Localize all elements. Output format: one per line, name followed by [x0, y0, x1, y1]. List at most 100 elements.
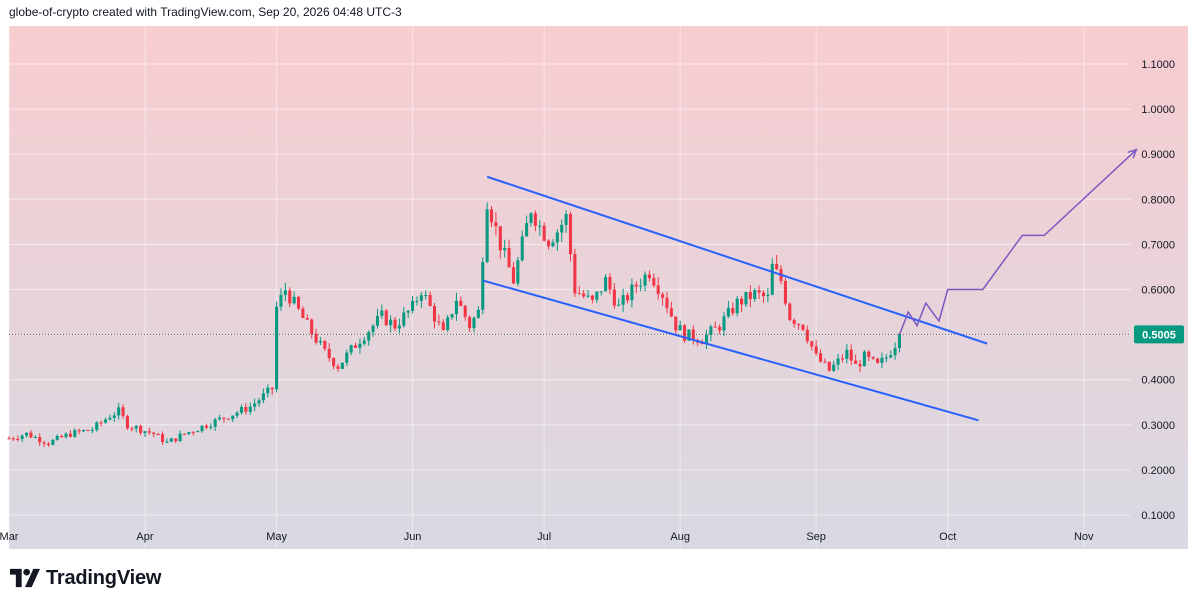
candle-up[interactable] — [165, 438, 169, 444]
candle-down[interactable] — [823, 358, 827, 364]
candle-up[interactable] — [248, 402, 252, 416]
channel-upper-line[interactable] — [486, 175, 988, 345]
candle-up[interactable] — [503, 239, 507, 258]
candle-down[interactable] — [29, 430, 33, 439]
candle-down[interactable] — [441, 319, 445, 331]
candle-down[interactable] — [718, 324, 722, 335]
candle-down[interactable] — [577, 285, 581, 295]
candle-up[interactable] — [117, 403, 121, 420]
candle-up[interactable] — [213, 417, 217, 431]
candle-down[interactable] — [7, 436, 11, 440]
channel-lower-line[interactable] — [482, 279, 979, 422]
candle-down[interactable] — [634, 281, 638, 294]
candle-down[interactable] — [498, 226, 502, 259]
candle-up[interactable] — [744, 291, 748, 308]
candle-down[interactable] — [625, 292, 630, 304]
candle-up[interactable] — [33, 435, 37, 439]
candle-down[interactable] — [174, 438, 178, 444]
candle-down[interactable] — [42, 440, 46, 448]
candle-down[interactable] — [226, 418, 230, 420]
candle-up[interactable] — [261, 388, 265, 404]
candle-up[interactable] — [770, 258, 774, 296]
candle-down[interactable] — [121, 404, 125, 419]
candle-up[interactable] — [200, 425, 204, 433]
candle-up[interactable] — [187, 431, 191, 436]
candle-down[interactable] — [858, 359, 862, 373]
candle-up[interactable] — [371, 323, 375, 337]
candle-down[interactable] — [332, 357, 336, 370]
candle-up[interactable] — [726, 300, 730, 319]
candle-up[interactable] — [485, 202, 489, 264]
candle-up[interactable] — [424, 290, 428, 300]
candle-down[interactable] — [590, 294, 594, 304]
candle-down[interactable] — [204, 423, 208, 430]
candle-up[interactable] — [630, 278, 634, 308]
candle-down[interactable] — [327, 343, 331, 362]
candle-up[interactable] — [599, 291, 603, 296]
candle-down[interactable] — [77, 428, 81, 435]
candle-up[interactable] — [604, 274, 608, 292]
candle-up[interactable] — [231, 415, 235, 422]
candle-down[interactable] — [38, 433, 42, 446]
candle-up[interactable] — [411, 296, 415, 314]
candle-up[interactable] — [520, 230, 524, 262]
candle-down[interactable] — [683, 324, 687, 343]
candle-down[interactable] — [301, 306, 305, 319]
candle-up[interactable] — [349, 344, 353, 356]
candle-up[interactable] — [95, 421, 99, 432]
candle-up[interactable] — [845, 343, 849, 364]
candle-up[interactable] — [169, 437, 173, 442]
candle-down[interactable] — [573, 248, 577, 297]
candle-down[interactable] — [156, 433, 160, 436]
candle-down[interactable] — [669, 301, 673, 318]
candle-up[interactable] — [253, 398, 257, 412]
candle-down[interactable] — [757, 285, 761, 300]
candle-down[interactable] — [871, 356, 875, 360]
candle-down[interactable] — [336, 363, 340, 372]
candle-up[interactable] — [753, 288, 757, 302]
candle-up[interactable] — [340, 362, 344, 370]
candle-down[interactable] — [568, 211, 573, 262]
candle-up[interactable] — [318, 336, 322, 346]
candle-down[interactable] — [494, 212, 498, 236]
candle-down[interactable] — [60, 434, 64, 438]
candle-up[interactable] — [735, 295, 739, 317]
candle-up[interactable] — [345, 349, 349, 367]
candle-up[interactable] — [639, 278, 643, 292]
candle-down[interactable] — [713, 321, 717, 328]
candle-up[interactable] — [564, 210, 568, 233]
candle-down[interactable] — [16, 435, 20, 442]
candle-down[interactable] — [46, 442, 51, 447]
candle-down[interactable] — [393, 316, 397, 331]
candle-down[interactable] — [652, 273, 656, 288]
candle-up[interactable] — [90, 427, 94, 434]
candle-down[interactable] — [740, 296, 744, 312]
candle-up[interactable] — [55, 434, 59, 441]
candle-up[interactable] — [481, 257, 485, 315]
candle-up[interactable] — [235, 410, 239, 419]
candle-up[interactable] — [889, 350, 893, 359]
candle-up[interactable] — [292, 291, 296, 305]
candle-down[interactable] — [354, 342, 358, 349]
candle-up[interactable] — [472, 316, 476, 333]
candle-down[interactable] — [152, 432, 156, 438]
candle-up[interactable] — [560, 219, 564, 242]
candle-up[interactable] — [415, 296, 419, 306]
candle-down[interactable] — [876, 357, 880, 364]
candle-up[interactable] — [64, 432, 68, 439]
candle-up[interactable] — [178, 430, 182, 442]
projection-path[interactable] — [898, 149, 1137, 335]
candle-down[interactable] — [612, 283, 616, 310]
candle-up[interactable] — [279, 288, 283, 311]
candle-down[interactable] — [296, 295, 301, 311]
candle-up[interactable] — [555, 229, 559, 251]
candle-up[interactable] — [51, 438, 55, 446]
candle-down[interactable] — [818, 349, 823, 363]
candle-down[interactable] — [775, 254, 779, 271]
candle-down[interactable] — [731, 302, 735, 316]
candle-up[interactable] — [832, 360, 836, 373]
candle-down[interactable] — [222, 417, 226, 423]
candle-down[interactable] — [463, 304, 467, 321]
candle-down[interactable] — [797, 323, 801, 330]
candle-down[interactable] — [647, 270, 651, 282]
